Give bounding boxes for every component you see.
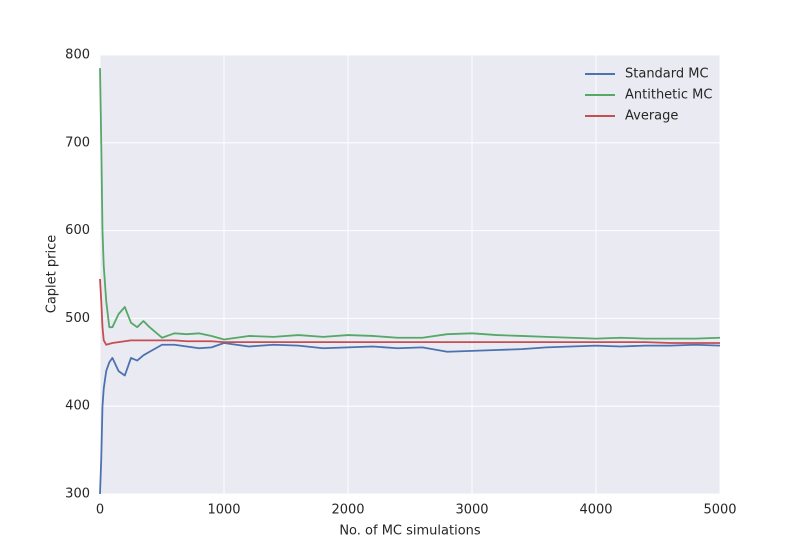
x-tick-label: 5000: [703, 503, 736, 518]
series-line: [99, 68, 721, 341]
x-tick-label: 4000: [579, 503, 612, 518]
x-axis-label: No. of MC simulations: [339, 524, 481, 539]
series-line: [99, 342, 721, 495]
y-tick-label: 800: [65, 48, 90, 63]
y-tick-label: 400: [65, 399, 90, 414]
legend-label: Antithetic MC: [625, 88, 712, 103]
x-tick-label: 2000: [331, 503, 364, 518]
x-tick-label: 1000: [207, 503, 240, 518]
series-line: [99, 278, 720, 346]
plot-area: [100, 55, 720, 494]
y-tick-label: 700: [65, 135, 90, 150]
y-tick-label: 500: [65, 311, 90, 326]
legend-label: Standard MC: [625, 67, 709, 82]
legend-label: Average: [625, 109, 678, 124]
y-tick-label: 600: [65, 223, 90, 238]
y-axis-label: Caplet price: [45, 235, 60, 314]
y-tick-label: 300: [65, 487, 90, 502]
x-tick-label: 0: [96, 503, 104, 518]
x-tick-label: 3000: [455, 503, 488, 518]
